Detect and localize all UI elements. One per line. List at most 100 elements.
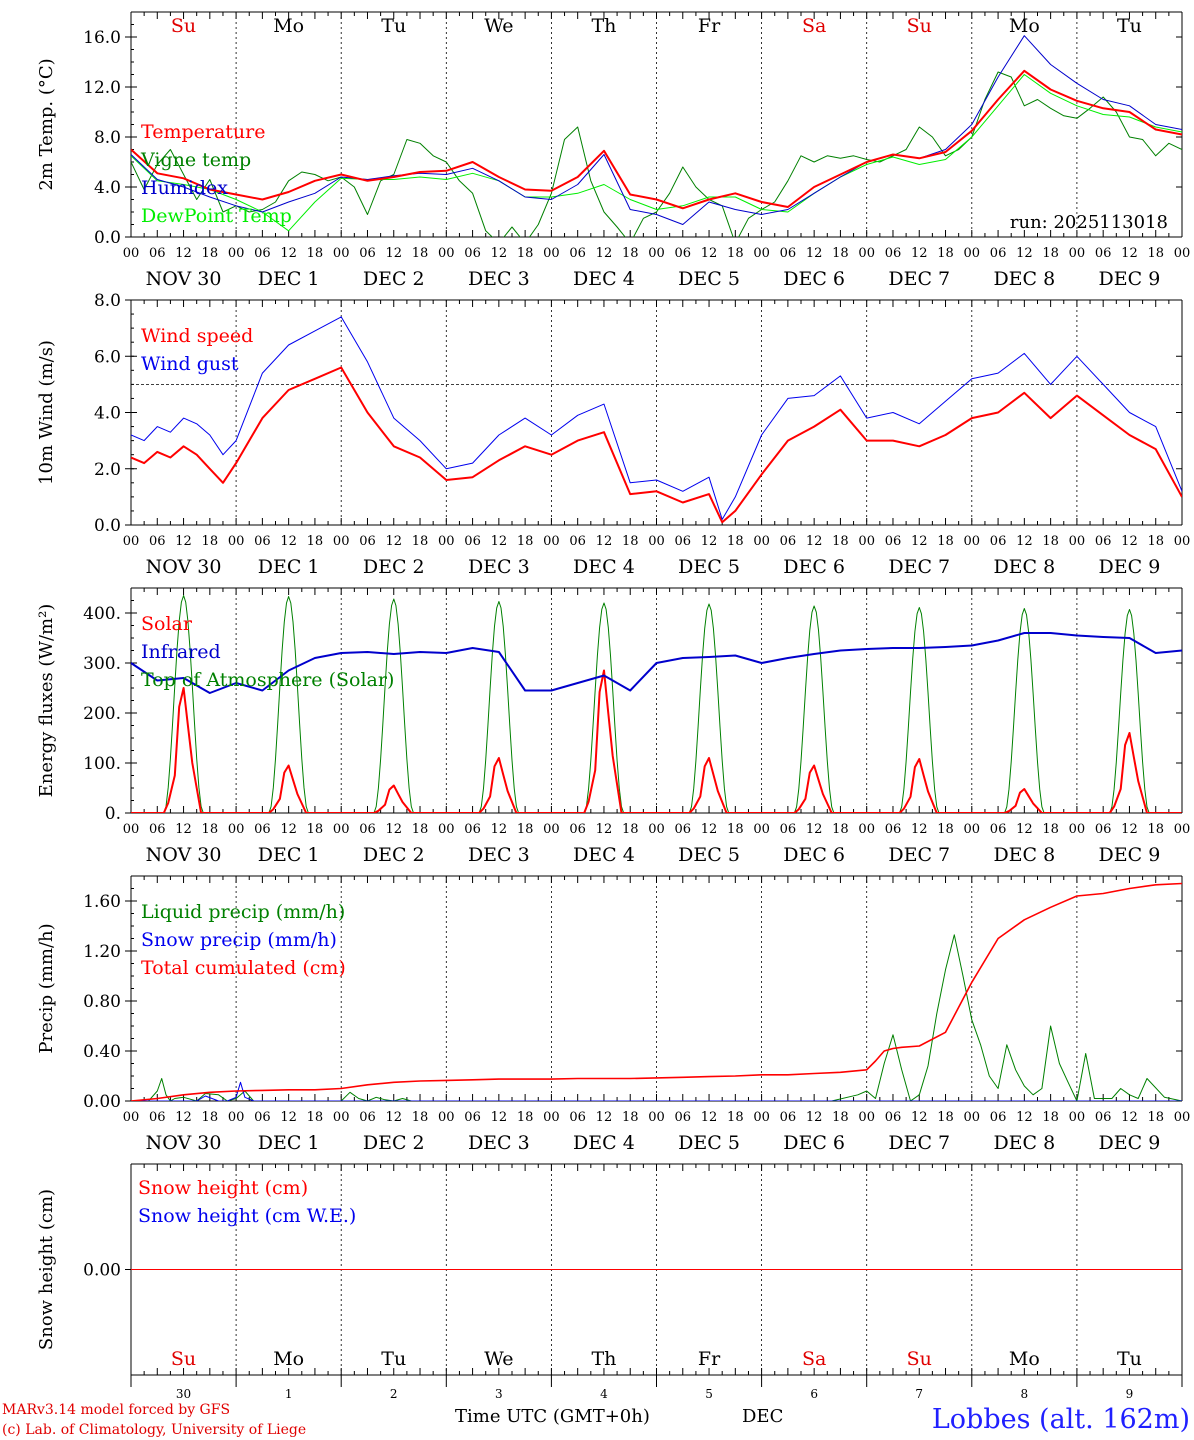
hour-label: 18	[412, 534, 429, 549]
date-label: DEC 1	[258, 844, 320, 866]
series-humidex	[131, 35, 1182, 225]
hour-label: 00	[753, 246, 770, 261]
date-label: DEC 3	[468, 556, 530, 578]
y-tick-label: 400.	[83, 604, 121, 624]
hour-label: 06	[675, 1110, 692, 1125]
hour-label: 00	[438, 822, 455, 837]
hour-label: 00	[543, 246, 560, 261]
day-name: Th	[591, 15, 616, 37]
date-label: DEC 4	[573, 556, 635, 578]
day-name: Mo	[1009, 15, 1040, 37]
hour-label: 12	[701, 822, 718, 837]
hour-label: 06	[990, 246, 1007, 261]
hour-label: 12	[911, 534, 928, 549]
series-wind-speed	[131, 366, 1182, 524]
hour-label: 00	[1174, 1110, 1191, 1125]
legend-wind-speed: Wind speed	[141, 325, 253, 347]
hour-label: 00	[1174, 822, 1191, 837]
y-tick-label: 6.0	[94, 347, 121, 367]
hour-label: 18	[937, 246, 954, 261]
hour-label: 00	[648, 822, 665, 837]
date-label: DEC 5	[678, 268, 740, 290]
date-label: DEC 6	[783, 268, 845, 290]
date-label: DEC 5	[678, 556, 740, 578]
hour-label: 18	[832, 1110, 849, 1125]
hour-label: 12	[491, 534, 508, 549]
hour-label: 18	[622, 246, 639, 261]
hour-label: 06	[359, 1110, 376, 1125]
hour-label: 18	[1147, 246, 1164, 261]
legend-solar: Solar	[141, 613, 193, 635]
hour-label: 06	[254, 1110, 271, 1125]
hour-label: 12	[175, 246, 192, 261]
hour-label: 00	[123, 246, 140, 261]
date-label: NOV 30	[146, 268, 222, 290]
legend-snow-height-cm-: Snow height (cm)	[138, 1177, 308, 1199]
hour-label: 06	[990, 822, 1007, 837]
hour-label: 18	[832, 822, 849, 837]
date-label: DEC 9	[1099, 556, 1161, 578]
hour-label: 06	[149, 1110, 166, 1125]
date-label: DEC 8	[993, 268, 1055, 290]
hour-label: 12	[385, 822, 402, 837]
hour-label: 00	[1174, 534, 1191, 549]
hour-label: 18	[727, 1110, 744, 1125]
date-label: DEC 9	[1099, 1132, 1161, 1154]
hour-label: 00	[543, 1110, 560, 1125]
hour-label: 06	[885, 534, 902, 549]
hour-label: 18	[1147, 534, 1164, 549]
legend-humidex: Humidex	[141, 177, 228, 199]
date-label: DEC 2	[363, 268, 425, 290]
y-tick-label: 4.0	[94, 404, 121, 424]
day-number: 6	[810, 1387, 818, 1401]
y-tick-label: 0.0	[94, 516, 121, 536]
day-name: Mo	[273, 1348, 304, 1370]
hour-label: 12	[491, 1110, 508, 1125]
y-tick-label: 8.0	[94, 128, 121, 148]
hour-label: 06	[569, 246, 586, 261]
hour-label: 18	[307, 534, 324, 549]
date-label: DEC 3	[468, 1132, 530, 1154]
hour-label: 12	[596, 1110, 613, 1125]
hour-label: 12	[1121, 534, 1138, 549]
run-label: run: 2025113018	[1010, 212, 1168, 233]
hour-label: 06	[464, 1110, 481, 1125]
day-name: Su	[907, 1348, 932, 1370]
station-label: Lobbes (alt. 162m)	[932, 1404, 1190, 1435]
hour-label: 18	[1042, 246, 1059, 261]
hour-label: 18	[202, 822, 219, 837]
y-tick-label: 0.80	[83, 992, 121, 1012]
hour-label: 18	[202, 534, 219, 549]
hour-label: 06	[359, 822, 376, 837]
hour-label: 12	[911, 822, 928, 837]
hour-label: 00	[964, 1110, 981, 1125]
time-axis-label: Time UTC (GMT+0h)	[455, 1406, 650, 1427]
hour-label: 06	[464, 822, 481, 837]
y-tick-label: 0.	[105, 804, 121, 824]
hour-label: 18	[832, 534, 849, 549]
hour-label: 12	[175, 1110, 192, 1125]
hour-label: 06	[149, 822, 166, 837]
y-axis-title-snow: Snow height (cm)	[36, 1189, 57, 1350]
day-number: 30	[176, 1387, 191, 1401]
hour-label: 00	[543, 534, 560, 549]
date-label: DEC 4	[573, 268, 635, 290]
hour-label: 00	[753, 1110, 770, 1125]
hour-label: 18	[937, 1110, 954, 1125]
series-temperature	[131, 69, 1182, 210]
hour-label: 06	[780, 246, 797, 261]
hour-label: 18	[727, 822, 744, 837]
hour-label: 18	[727, 534, 744, 549]
legend-dewpoint-temp: DewPoint Temp	[141, 205, 292, 227]
hour-label: 00	[858, 1110, 875, 1125]
day-number: 9	[1126, 1387, 1134, 1401]
series-vigne-temp	[131, 71, 1182, 237]
day-name: Tu	[1117, 15, 1142, 37]
y-axis-title-wind: 10m Wind (m/s)	[36, 340, 57, 485]
day-name: Su	[907, 15, 932, 37]
y-tick-label: 4.0	[94, 178, 121, 198]
hour-label: 18	[307, 1110, 324, 1125]
hour-label: 00	[123, 534, 140, 549]
date-label: DEC 6	[783, 1132, 845, 1154]
